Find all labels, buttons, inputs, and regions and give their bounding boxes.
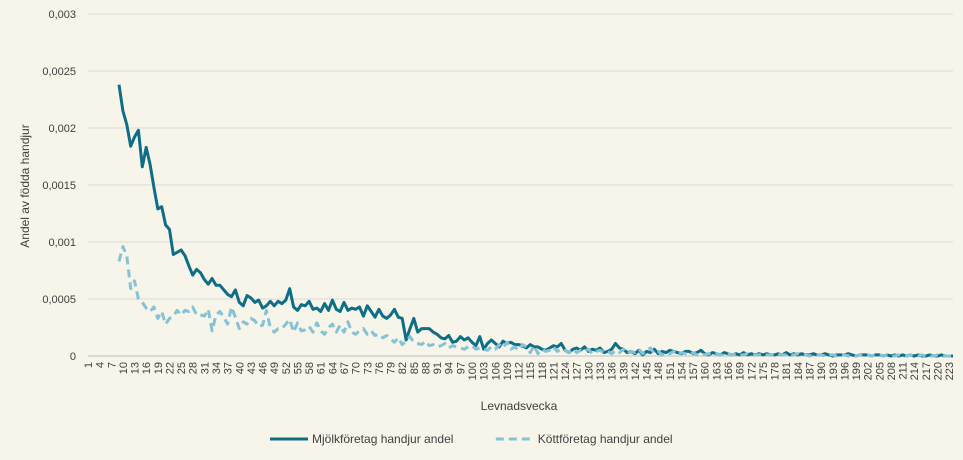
x-tick-label: 151 <box>665 362 677 380</box>
x-tick-label: 121 <box>548 362 560 380</box>
x-tick-label: 55 <box>292 362 304 374</box>
x-tick-label: 94 <box>444 362 456 374</box>
series-lines <box>117 84 953 358</box>
x-tick-label: 64 <box>327 362 339 374</box>
x-tick-label: 148 <box>653 362 665 380</box>
x-tick-label: 34 <box>211 362 223 374</box>
x-tick-label: 58 <box>304 362 316 374</box>
x-tick-label: 127 <box>572 362 584 380</box>
x-tick-label: 214 <box>909 362 921 380</box>
gridlines <box>88 13 953 357</box>
x-tick-label: 154 <box>676 362 688 380</box>
x-tick-label: 160 <box>700 362 712 380</box>
x-tick-label: 4 <box>95 362 107 368</box>
x-tick-label: 145 <box>642 362 654 380</box>
x-tick-label: 37 <box>223 362 235 374</box>
x-tick-label: 85 <box>409 362 421 374</box>
x-tick-label: 139 <box>618 362 630 380</box>
x-tick-label: 49 <box>269 362 281 374</box>
x-axis-ticks: 1 4 7 10 13 16 19 22 25 28 31 34 37 40 43 46 49 52 55 58 61 6… <box>83 362 956 380</box>
x-tick-label: 169 <box>735 362 747 380</box>
y-axis-ticks: 0 0,0005 0,001 0,0015 0,002 0,0025 0,003 <box>42 9 76 363</box>
x-tick-label: 175 <box>758 362 770 380</box>
x-tick-label: 112 <box>514 362 526 380</box>
x-tick-label: 193 <box>828 362 840 380</box>
x-tick-label: 61 <box>316 362 328 374</box>
x-tick-label: 223 <box>944 362 956 380</box>
x-tick-label: 40 <box>234 362 246 374</box>
x-tick-label: 130 <box>583 362 595 380</box>
y-tick-label: 0,0015 <box>42 180 76 192</box>
x-tick-label: 199 <box>851 362 863 380</box>
x-tick-label: 118 <box>537 362 549 380</box>
x-tick-label: 31 <box>199 362 211 374</box>
legend-label: Mjölkföretag handjur andel <box>312 432 453 446</box>
x-tick-label: 178 <box>770 362 782 380</box>
x-tick-label: 25 <box>176 362 188 374</box>
x-tick-label: 181 <box>781 362 793 380</box>
x-tick-label: 43 <box>246 362 258 374</box>
x-tick-label: 28 <box>188 362 200 374</box>
x-tick-label: 115 <box>525 362 537 380</box>
x-tick-label: 19 <box>153 362 165 374</box>
x-tick-label: 166 <box>723 362 735 380</box>
x-tick-label: 67 <box>339 362 351 374</box>
x-tick-label: 208 <box>886 362 898 380</box>
y-tick-label: 0,002 <box>48 123 76 135</box>
x-tick-label: 109 <box>502 362 514 380</box>
x-tick-label: 73 <box>362 362 374 374</box>
x-axis-title: Levnadsvecka <box>481 399 558 413</box>
x-tick-label: 76 <box>374 362 386 374</box>
legend: Mjölkföretag handjur andel Köttföretag ha… <box>270 432 673 446</box>
x-tick-label: 46 <box>258 362 270 374</box>
series-line-0 <box>117 84 953 358</box>
x-tick-label: 172 <box>746 362 758 380</box>
x-tick-label: 217 <box>921 362 933 380</box>
x-tick-label: 184 <box>793 362 805 380</box>
x-tick-label: 22 <box>164 362 176 374</box>
y-tick-label: 0,001 <box>48 237 76 249</box>
y-tick-label: 0,0005 <box>42 294 76 306</box>
x-tick-label: 190 <box>816 362 828 380</box>
x-tick-label: 88 <box>420 362 432 374</box>
x-tick-label: 10 <box>118 362 130 374</box>
x-tick-label: 52 <box>281 362 293 374</box>
y-axis-title: Andel av födda handjur <box>18 124 32 247</box>
x-tick-label: 163 <box>711 362 723 380</box>
series-line-1 <box>117 245 953 358</box>
x-tick-label: 133 <box>595 362 607 380</box>
x-tick-label: 70 <box>351 362 363 374</box>
x-tick-label: 7 <box>106 362 118 368</box>
x-tick-label: 103 <box>479 362 491 380</box>
y-tick-label: 0,0025 <box>42 66 76 78</box>
x-tick-label: 13 <box>130 362 142 374</box>
legend-label: Köttföretag handjur andel <box>538 432 673 446</box>
x-tick-label: 220 <box>932 362 944 380</box>
x-tick-label: 187 <box>804 362 816 380</box>
x-tick-label: 1 <box>83 362 95 368</box>
x-tick-label: 16 <box>141 362 153 374</box>
x-tick-label: 202 <box>863 362 875 380</box>
x-tick-label: 106 <box>490 362 502 380</box>
x-tick-label: 100 <box>467 362 479 380</box>
x-tick-label: 142 <box>630 362 642 380</box>
x-tick-label: 97 <box>455 362 467 374</box>
x-tick-label: 124 <box>560 362 572 380</box>
x-tick-label: 91 <box>432 362 444 374</box>
x-tick-label: 79 <box>386 362 398 374</box>
x-tick-label: 205 <box>874 362 886 380</box>
x-tick-label: 82 <box>397 362 409 374</box>
x-tick-label: 157 <box>688 362 700 380</box>
x-tick-label: 136 <box>607 362 619 380</box>
x-tick-label: 211 <box>898 362 910 380</box>
y-tick-label: 0 <box>70 351 76 363</box>
y-tick-label: 0,003 <box>48 9 76 21</box>
x-tick-label: 196 <box>839 362 851 380</box>
